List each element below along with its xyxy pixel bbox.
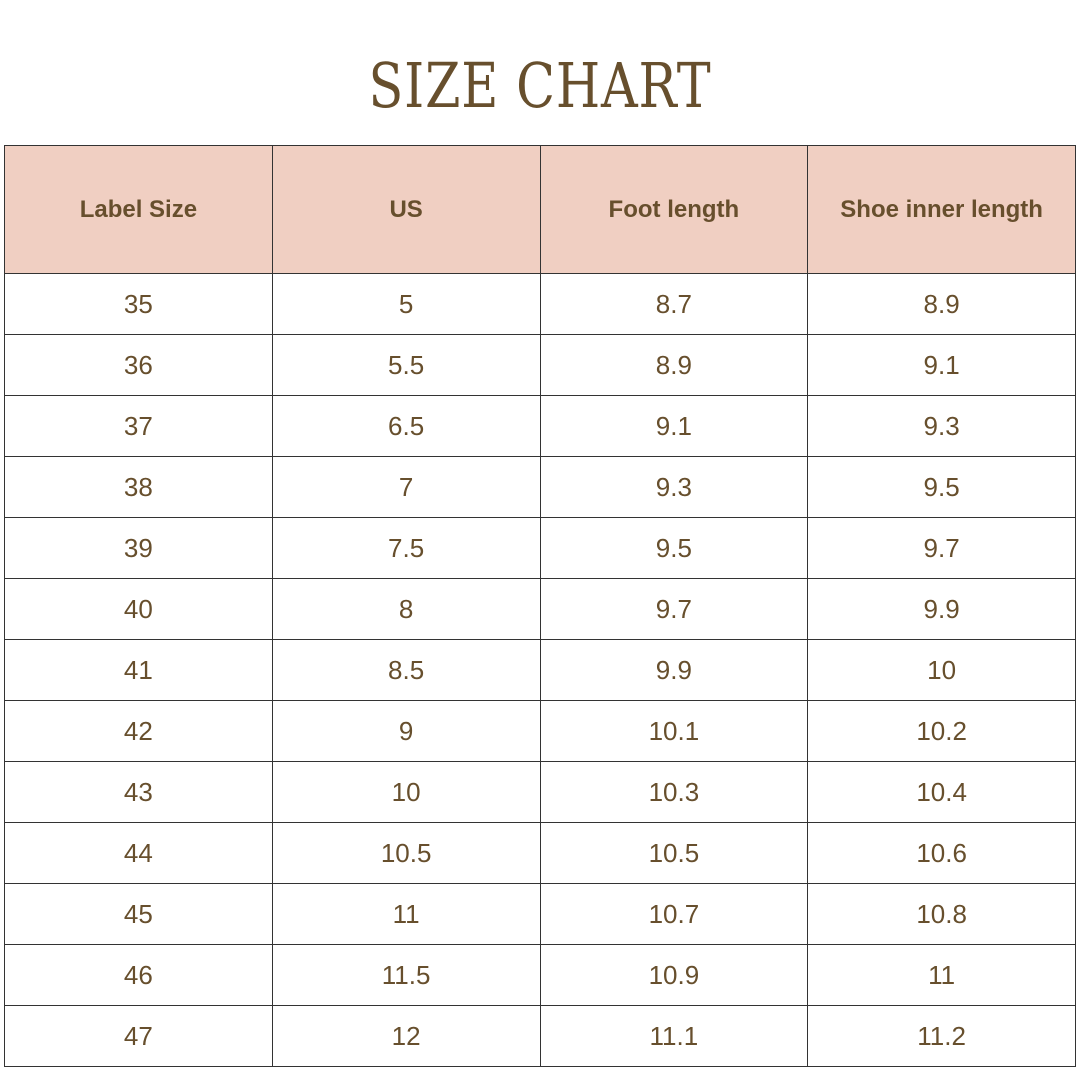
table-cell: 36	[4, 334, 273, 396]
table-cell: 35	[4, 273, 273, 335]
table-cell: 8.7	[539, 273, 809, 335]
table-row: 36 5.5 8.9 9.1	[4, 334, 1076, 396]
table-cell: 10.8	[807, 883, 1076, 945]
table-cell: 9.7	[807, 517, 1076, 579]
table-cell: 11.5	[271, 944, 541, 1006]
table-cell: 40	[4, 578, 273, 640]
table-cell: 9.3	[539, 456, 809, 518]
table-cell: 10.4	[807, 761, 1076, 823]
table-cell: 10.2	[807, 700, 1076, 762]
table-cell: 7	[271, 456, 541, 518]
column-header: Shoe inner length	[807, 145, 1076, 274]
table-cell: 10.6	[807, 822, 1076, 884]
table-row: 43 10 10.3 10.4	[4, 761, 1076, 823]
table-cell: 8.9	[807, 273, 1076, 335]
table-row: 42 9 10.1 10.2	[4, 700, 1076, 762]
table-cell: 10	[271, 761, 541, 823]
table-cell: 9.9	[807, 578, 1076, 640]
table-cell: 39	[4, 517, 273, 579]
table-cell: 9.7	[539, 578, 809, 640]
table-cell: 47	[4, 1005, 273, 1067]
table-cell: 11.2	[807, 1005, 1076, 1067]
column-header: Foot length	[539, 145, 809, 274]
table-row: 35 5 8.7 8.9	[4, 273, 1076, 335]
table-cell: 37	[4, 395, 273, 457]
table-cell: 9	[271, 700, 541, 762]
table-cell: 9.1	[539, 395, 809, 457]
table-row: 40 8 9.7 9.9	[4, 578, 1076, 640]
table-cell: 12	[271, 1005, 541, 1067]
table-cell: 10.3	[539, 761, 809, 823]
table-cell: 5	[271, 273, 541, 335]
table-row: 45 11 10.7 10.8	[4, 883, 1076, 945]
table-cell: 11	[271, 883, 541, 945]
header-row: Label Size US Foot length Shoe inner length	[4, 145, 1076, 274]
table-cell: 8.5	[271, 639, 541, 701]
table-cell: 11.1	[539, 1005, 809, 1067]
table-cell: 10.5	[271, 822, 541, 884]
table-cell: 9.3	[807, 395, 1076, 457]
table-cell: 10.9	[539, 944, 809, 1006]
table-row: 44 10.5 10.5 10.6	[4, 822, 1076, 884]
table-cell: 9.1	[807, 334, 1076, 396]
table-cell: 7.5	[271, 517, 541, 579]
table-cell: 9.5	[539, 517, 809, 579]
table-cell: 8.9	[539, 334, 809, 396]
table-cell: 10	[807, 639, 1076, 701]
table-row: 39 7.5 9.5 9.7	[4, 517, 1076, 579]
table-cell: 10.1	[539, 700, 809, 762]
table-cell: 9.5	[807, 456, 1076, 518]
table-cell: 43	[4, 761, 273, 823]
table-cell: 10.7	[539, 883, 809, 945]
table-cell: 11	[807, 944, 1076, 1006]
table-cell: 9.9	[539, 639, 809, 701]
column-header: Label Size	[4, 145, 273, 274]
page-title: SIZE CHART	[368, 49, 712, 122]
table-row: 47 12 11.1 11.2	[4, 1005, 1076, 1067]
table-cell: 6.5	[271, 395, 541, 457]
column-header: US	[271, 145, 541, 274]
table-cell: 42	[4, 700, 273, 762]
table-cell: 46	[4, 944, 273, 1006]
table-cell: 8	[271, 578, 541, 640]
table-cell: 45	[4, 883, 273, 945]
size-chart-table: Label Size US Foot length Shoe inner length…	[4, 145, 1076, 1067]
table-row: 38 7 9.3 9.5	[4, 456, 1076, 518]
table-cell: 5.5	[271, 334, 541, 396]
table-row: 46 11.5 10.9 11	[4, 944, 1076, 1006]
table-cell: 38	[4, 456, 273, 518]
table-cell: 10.5	[539, 822, 809, 884]
table-cell: 41	[4, 639, 273, 701]
table-row: 37 6.5 9.1 9.3	[4, 395, 1076, 457]
table-row: 41 8.5 9.9 10	[4, 639, 1076, 701]
table-cell: 44	[4, 822, 273, 884]
